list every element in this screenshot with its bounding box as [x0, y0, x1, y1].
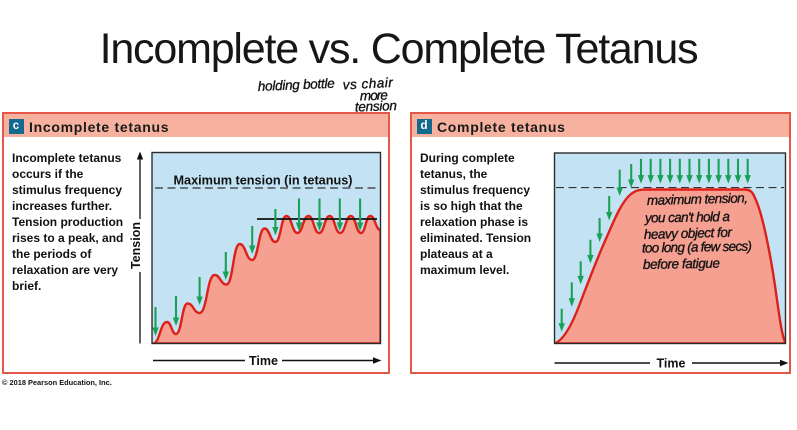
- svg-text:before fatigue: before fatigue: [643, 256, 720, 272]
- svg-text:more: more: [360, 88, 389, 104]
- svg-text:heavy object for: heavy object for: [644, 225, 733, 242]
- svg-text:maximum tension,: maximum tension,: [647, 190, 748, 208]
- svg-text:tension: tension: [355, 98, 397, 114]
- svg-text:Time: Time: [249, 354, 278, 368]
- svg-text:you can't hold a: you can't hold a: [644, 209, 731, 226]
- svg-text:holding bottle: holding bottle: [257, 76, 335, 94]
- svg-text:too long (a few secs): too long (a few secs): [642, 239, 752, 256]
- svg-text:Time: Time: [657, 357, 686, 371]
- svg-text:Maximum tension (in tetanus): Maximum tension (in tetanus): [173, 174, 352, 188]
- svg-text:Tension: Tension: [129, 222, 143, 269]
- svg-text:vs chair: vs chair: [342, 75, 393, 93]
